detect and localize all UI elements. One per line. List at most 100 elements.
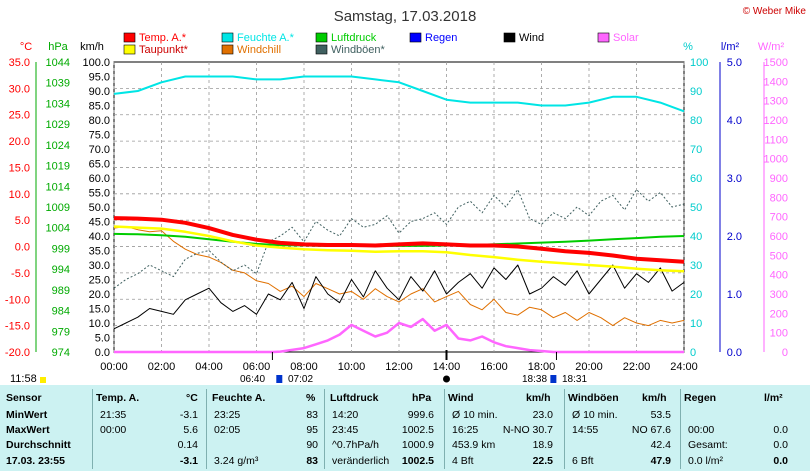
solar-tick-label: 800 [770,192,788,204]
press-sub-value: 14:20 [332,409,359,421]
x-tick-label: 06:00 [243,361,271,373]
x-tick-label: 24:00 [670,361,698,373]
solar-tick-label: 100 [770,328,788,340]
rain-value: 0.0 [773,439,788,451]
rain-tick-label: 5.0 [727,57,742,69]
wind-tick-label: 45.0 [89,217,110,229]
solar-tick-label: 600 [770,231,788,243]
rain-sub-value: 0.0 l/m² [688,455,724,467]
gust-header: Windböen [568,392,619,404]
row-label: MaxWert [6,424,50,436]
rain-tick-label: 0.0 [727,347,742,359]
gust-sub-value: Ø 10 min. [572,409,618,421]
wind-value: 18.9 [532,439,553,451]
data-series [113,75,685,354]
solar-axis-unit: W/m² [758,41,785,53]
temp-tick-label: -10.0 [5,294,30,306]
sunrise2-label: 07:02 [288,374,313,385]
rain-tick-label: 1.0 [727,289,742,301]
humidity-tick-label: 70 [690,144,702,156]
x-tick-label: 10:00 [338,361,366,373]
column-divider [444,389,445,469]
wind-tick-label: 80.0 [89,115,110,127]
series-line-solar [114,317,684,354]
temp-tick-label: 0.0 [15,242,30,254]
solar-tick-label: 300 [770,289,788,301]
chart-title: Samstag, 17.03.2018 [334,8,477,25]
humidity-axis-unit: % [683,41,693,53]
x-tick-label: 16:00 [480,361,508,373]
wind-tick-label: 65.0 [89,159,110,171]
temp-tick-label: 20.0 [9,136,30,148]
press-sub-value: veränderlich [332,455,390,467]
rain-sub-value: Gesamt: [688,439,728,451]
pressure-tick-label: 1039 [46,78,70,90]
gust-value: 42.4 [650,439,671,451]
sunset-label: 18:38 [522,374,547,385]
rain-unit-header: l/m² [764,392,783,404]
pressure-tick-label: 974 [52,347,70,359]
humidity-tick-label: 90 [690,86,702,98]
rain-header: Regen [684,392,717,404]
legend-swatch [315,44,328,55]
humidity-tick-label: 80 [690,115,702,127]
x-tick-label: 20:00 [575,361,603,373]
temp-sub-value: 21:35 [100,409,127,421]
x-tick-label: 02:00 [148,361,176,373]
sunset2-label: 18:31 [562,374,587,385]
rain-sub-value: 00:00 [688,424,715,436]
noon-marker [445,350,448,360]
rain-axis-unit: l/m² [721,41,740,53]
gust-sub-value: 6 Bft [572,455,594,467]
legend-swatch [503,32,516,43]
sunrise-label: 06:40 [240,374,265,385]
legend-swatch [409,32,422,43]
humidity-tick-label: 30 [690,260,702,272]
wind-tick-label: 50.0 [89,202,110,214]
sunset-icon [550,375,557,383]
temp-tick-label: 15.0 [9,162,30,174]
wind-tick-label: 85.0 [89,101,110,113]
press-sub-value: ^0.7hPa/h [332,439,379,451]
sun-icon [40,377,46,383]
row-label: Durchschnitt [6,439,71,451]
legend-swatch [123,32,136,43]
stats-panel: Sensor Temp. A. °C Feuchte A. % Luftdruc… [0,385,810,471]
rain-tick-label: 2.0 [727,231,742,243]
hum-value: 83 [306,409,318,421]
series-line-feuchtea [113,75,685,113]
weather-chart: Samstag, 17.03.2018 © Weber Mike Temp. A… [5,6,807,385]
time-markers: 11:58 06:40 07:02 18:38 18:31 [10,350,587,385]
solar-tick-label: 1200 [764,115,788,127]
wind-sub-value: 453.9 km [452,439,496,451]
wind-tick-label: 75.0 [89,130,110,142]
gust-value: 53.5 [650,409,671,421]
solar-tick-label: 0 [782,347,788,359]
legend-label: Taupunkt* [139,44,189,56]
hum-sub-value: 3.24 g/m³ [214,455,259,467]
wind-unit-header: km/h [526,392,551,404]
hum-value: 90 [306,439,318,451]
rain-tick-label: 3.0 [727,173,742,185]
pressure-tick-label: 1034 [46,98,70,110]
pressure-tick-label: 999 [52,243,70,255]
wind-tick-label: 15.0 [89,304,110,316]
chart-legend: Temp. A.* Feuchte A.* Luftdruck Regen Wind So… [123,32,639,56]
legend-swatch [221,44,234,55]
temp-value: -3.1 [179,409,198,421]
hum-sub-value: 02:05 [214,424,241,436]
humidity-tick-label: 20 [690,289,702,301]
pressure-tick-label: 1029 [46,119,70,131]
temp-tick-label: -20.0 [5,347,30,359]
wind-tick-label: 0.0 [95,347,110,359]
sunrise-icon [276,375,283,383]
wind-tick-label: 35.0 [89,246,110,258]
legend-swatch [315,32,328,43]
press-unit-header: hPa [412,392,432,404]
legend-label: Feuchte A.* [237,32,295,44]
column-divider [324,389,325,469]
legend-label: Regen [425,32,457,44]
solar-tick-label: 1500 [764,57,788,69]
wind-tick-label: 40.0 [89,231,110,243]
hum-header: Feuchte A. [212,392,266,404]
